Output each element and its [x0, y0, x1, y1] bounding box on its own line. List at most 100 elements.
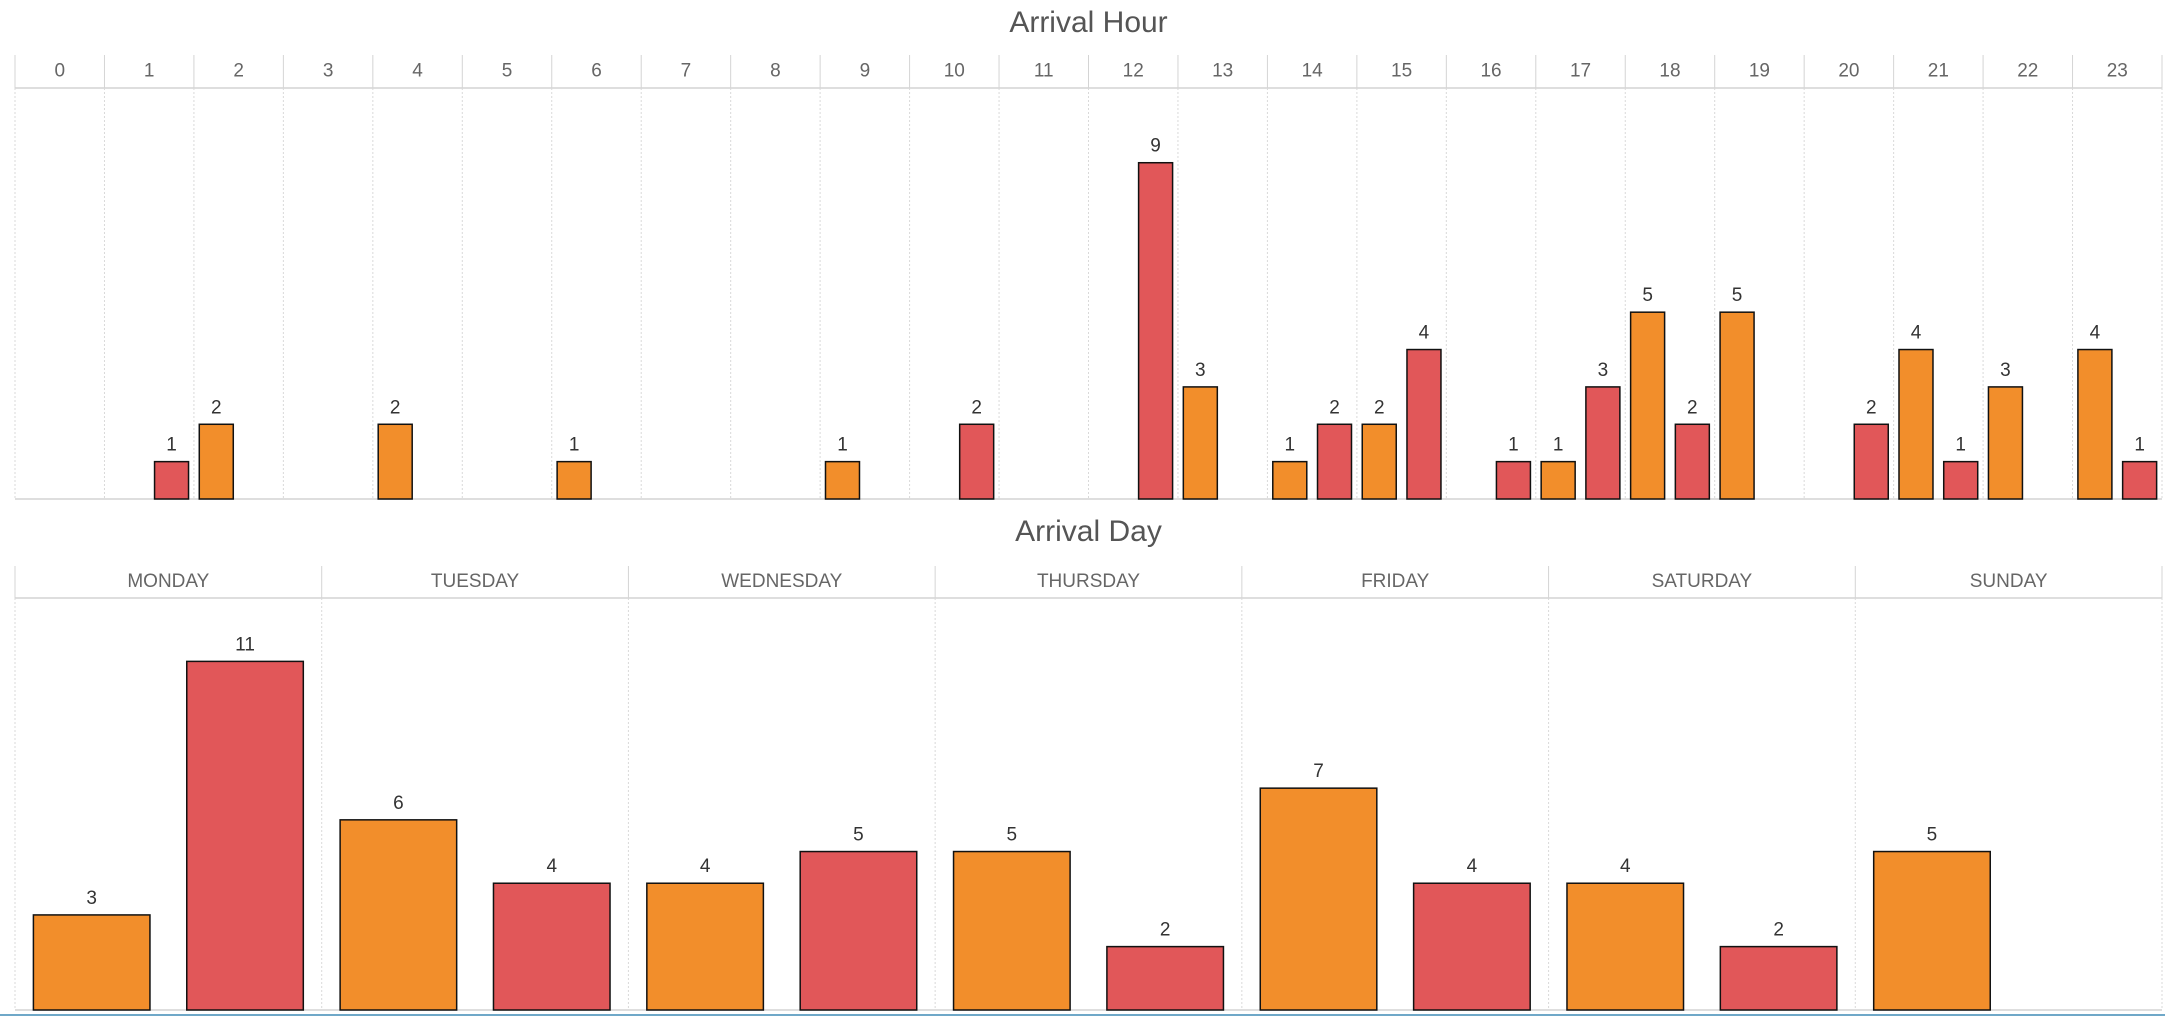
- data-label: 4: [546, 856, 557, 877]
- bar: [958, 423, 995, 500]
- bar: [556, 460, 592, 500]
- data-label: 4: [1620, 856, 1631, 877]
- panel-label: 16: [1480, 61, 1501, 82]
- data-label: 5: [1732, 285, 1743, 306]
- bar: [1495, 460, 1532, 500]
- data-label: 1: [166, 435, 177, 456]
- bar: [1406, 348, 1442, 500]
- data-label: 3: [1195, 360, 1206, 381]
- panel-label: 5: [502, 61, 513, 82]
- panel-label: 1: [144, 61, 155, 82]
- data-label: 3: [1598, 360, 1609, 381]
- data-label: 4: [1467, 856, 1478, 877]
- chart-title: Arrival Day: [1015, 515, 1162, 548]
- panel-label: 2: [233, 61, 244, 82]
- data-label: 5: [1007, 825, 1018, 846]
- data-label: 1: [1284, 435, 1295, 456]
- bar: [1540, 460, 1576, 500]
- data-label: 1: [1508, 435, 1519, 456]
- data-label: 1: [569, 435, 580, 456]
- panel-label: FRIDAY: [1361, 571, 1430, 592]
- data-label: 4: [700, 856, 711, 877]
- data-label: 2: [1687, 397, 1698, 418]
- data-label: 3: [86, 888, 97, 909]
- data-label: 2: [211, 397, 222, 418]
- bar: [492, 882, 611, 1011]
- bar: [1106, 945, 1225, 1011]
- data-label: 1: [2134, 435, 2145, 456]
- bar: [1719, 945, 1838, 1011]
- bar: [1361, 423, 1397, 500]
- data-label: 3: [2000, 360, 2011, 381]
- bar: [1137, 161, 1174, 500]
- data-label: 1: [837, 435, 848, 456]
- bar: [339, 819, 458, 1011]
- bar: [32, 914, 151, 1011]
- panel-label: TUESDAY: [431, 571, 520, 592]
- panel-label: 23: [2107, 61, 2128, 82]
- panel-label: SUNDAY: [1970, 571, 2048, 592]
- data-label: 2: [1329, 397, 1340, 418]
- data-label: 5: [1642, 285, 1653, 306]
- panel-label: 0: [54, 61, 65, 82]
- data-label: 1: [1553, 435, 1564, 456]
- data-label: 2: [1773, 920, 1784, 941]
- panel-label: 3: [323, 61, 334, 82]
- bar: [2077, 348, 2113, 500]
- data-label: 4: [2090, 323, 2101, 344]
- bar: [1872, 850, 1991, 1011]
- bar: [1566, 882, 1685, 1011]
- bar: [952, 850, 1071, 1011]
- data-label: 2: [1160, 920, 1171, 941]
- panel-label: WEDNESDAY: [721, 571, 842, 592]
- data-label: 11: [235, 634, 255, 655]
- panel-label: 4: [412, 61, 423, 82]
- panel-label: 9: [860, 61, 871, 82]
- bar: [1585, 386, 1621, 500]
- data-label: 5: [853, 825, 864, 846]
- bar: [377, 423, 413, 500]
- bar: [1629, 311, 1666, 500]
- bar: [1719, 311, 1755, 500]
- bar: [1272, 460, 1308, 500]
- data-label: 2: [1866, 397, 1877, 418]
- bar: [2121, 460, 2158, 500]
- panel-label: 14: [1302, 61, 1324, 82]
- panel-label: 11: [1034, 61, 1054, 82]
- panel-label: 10: [944, 61, 965, 82]
- data-label: 2: [390, 397, 401, 418]
- panel-label: 22: [2017, 61, 2038, 82]
- panel-label: 20: [1838, 61, 1859, 82]
- data-label: 2: [1374, 397, 1385, 418]
- data-label: 9: [1150, 136, 1161, 157]
- chart-title: Arrival Hour: [1009, 6, 1167, 39]
- bar: [1259, 787, 1378, 1011]
- data-label: 7: [1313, 761, 1324, 782]
- panel-label: 21: [1928, 61, 1949, 82]
- panel-label: 18: [1659, 61, 1680, 82]
- bar: [799, 850, 918, 1011]
- data-label: 4: [1419, 323, 1430, 344]
- panel-label: 13: [1212, 61, 1233, 82]
- bar: [153, 460, 190, 500]
- bar: [1316, 423, 1353, 500]
- data-label: 2: [971, 397, 982, 418]
- bar: [1898, 348, 1934, 500]
- data-label: 5: [1927, 825, 1938, 846]
- bar: [186, 660, 305, 1011]
- bar: [198, 423, 235, 500]
- data-label: 6: [393, 793, 404, 814]
- bar: [1987, 386, 2024, 500]
- bar: [1942, 460, 1979, 500]
- panel-label: 15: [1391, 61, 1412, 82]
- panel-label: 7: [681, 61, 692, 82]
- bar: [1182, 386, 1219, 500]
- panel-label: 12: [1123, 61, 1144, 82]
- panel-label: SATURDAY: [1652, 571, 1753, 592]
- panel-label: THURSDAY: [1037, 571, 1140, 592]
- bar: [1853, 423, 1890, 500]
- panel-label: 8: [770, 61, 781, 82]
- panel-label: 6: [591, 61, 602, 82]
